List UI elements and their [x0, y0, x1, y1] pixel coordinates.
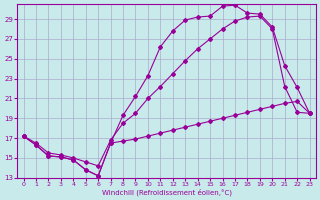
X-axis label: Windchill (Refroidissement éolien,°C): Windchill (Refroidissement éolien,°C)	[101, 188, 232, 196]
